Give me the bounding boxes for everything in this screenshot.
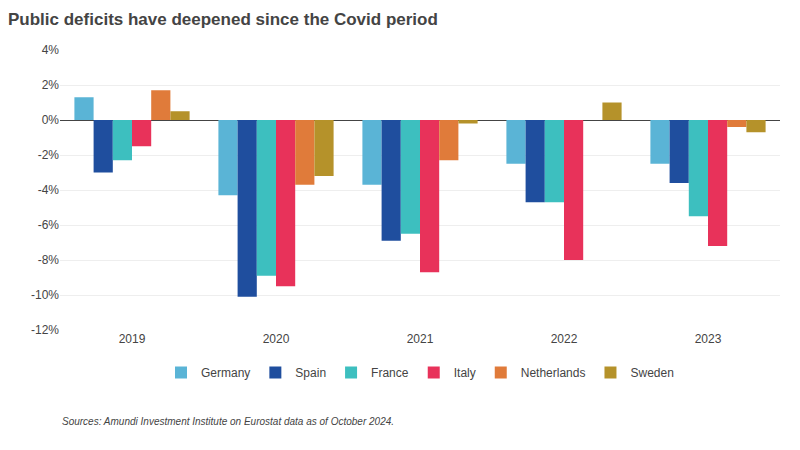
svg-text:France: France (371, 366, 409, 380)
svg-text:Sources: Amundi Investment Ins: Sources: Amundi Investment Institute on … (62, 416, 394, 427)
svg-text:-8%: -8% (38, 253, 60, 267)
svg-text:Spain: Spain (295, 366, 326, 380)
svg-text:2020: 2020 (263, 332, 290, 346)
svg-text:2%: 2% (42, 78, 60, 92)
svg-text:2019: 2019 (119, 332, 146, 346)
svg-text:-2%: -2% (38, 148, 60, 162)
svg-text:-10%: -10% (31, 288, 59, 302)
svg-text:0%: 0% (42, 113, 60, 127)
svg-text:2021: 2021 (407, 332, 434, 346)
svg-text:-4%: -4% (38, 183, 60, 197)
svg-text:-6%: -6% (38, 218, 60, 232)
svg-text:2023: 2023 (695, 332, 722, 346)
svg-text:Sweden: Sweden (630, 366, 673, 380)
svg-text:Netherlands: Netherlands (521, 366, 586, 380)
svg-text:Germany: Germany (201, 366, 250, 380)
svg-text:-12%: -12% (31, 323, 59, 337)
svg-text:Italy: Italy (454, 366, 476, 380)
svg-text:Public deficits have deepened: Public deficits have deepened since the … (8, 10, 438, 29)
svg-text:2022: 2022 (551, 332, 578, 346)
svg-text:4%: 4% (42, 43, 60, 57)
